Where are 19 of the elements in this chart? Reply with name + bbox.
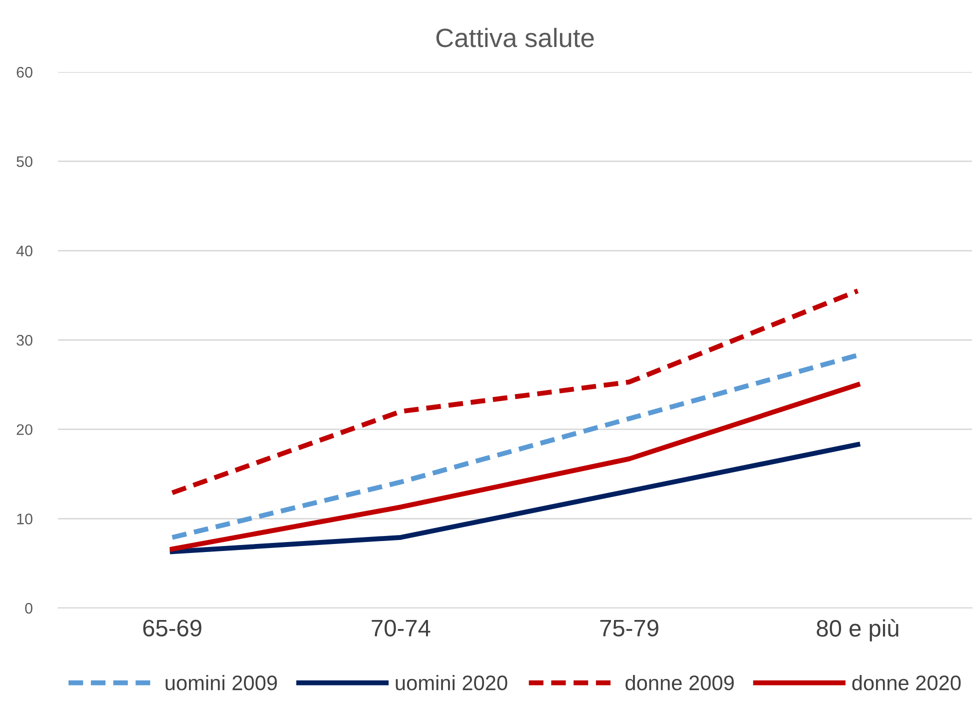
x-tick-label: 80 e più (816, 619, 898, 642)
legend-label: uomini 2020 (396, 674, 508, 690)
chart-title: Cattiva salute (436, 28, 594, 48)
y-tick-label: 0 (25, 602, 32, 614)
x-tick-label: 70-74 (372, 620, 430, 636)
y-tick-label: 30 (16, 334, 32, 346)
legend-label: uomini 2009 (166, 674, 277, 690)
y-tick-label: 40 (16, 246, 32, 256)
x-tick-label: 65-69 (143, 620, 202, 636)
y-tick-label: 10 (17, 514, 32, 524)
line-series (170, 288, 860, 496)
legend-label: donne 2020 (852, 674, 961, 690)
x-tick-label: 75-79 (600, 620, 658, 636)
y-tick-label: 20 (16, 424, 32, 436)
line-series (170, 442, 860, 554)
y-tick-label: 60 (16, 66, 32, 78)
legend-label: donne 2009 (626, 674, 734, 690)
y-tick-label: 50 (16, 156, 32, 168)
line-series (170, 382, 860, 552)
